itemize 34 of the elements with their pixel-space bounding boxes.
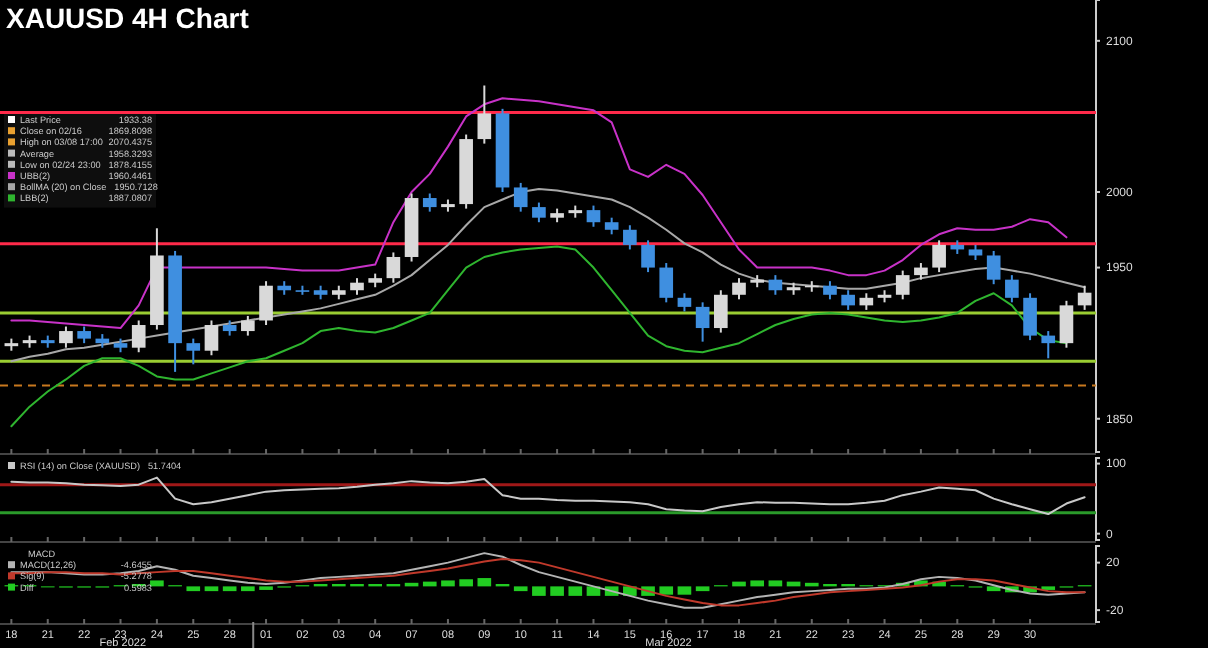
candlestick [695,301,710,343]
candlestick [186,337,201,366]
candlestick [1041,330,1056,360]
candlestick [586,204,601,228]
candlestick [532,201,546,224]
candlestick [131,319,146,354]
candlestick [713,289,728,334]
candlestick [259,280,273,327]
line-series [10,476,1086,516]
candlestick [895,269,910,301]
candlestick [386,251,401,284]
candlestick [641,239,655,274]
candlestick [768,274,783,296]
candlestick [1023,292,1037,342]
candlestick [59,325,73,349]
candlestick [986,249,1001,286]
candlestick [932,239,946,274]
candlestick [823,280,837,301]
line-series [10,187,1086,363]
candlestick [677,292,692,313]
line-series [10,97,1068,330]
candlestick [623,224,637,251]
candlestick [732,277,746,301]
candlestick [841,289,855,311]
candlestick [1059,299,1074,349]
chart-title: XAUUSD 4H Chart [6,2,250,34]
candlestick [204,319,219,357]
candlestick [513,181,528,213]
candlestick [477,84,492,145]
candlestick [422,192,437,213]
candlestick [1077,284,1092,311]
candlestick [1005,274,1019,304]
candlestick [241,314,255,337]
candlestick [659,262,674,304]
